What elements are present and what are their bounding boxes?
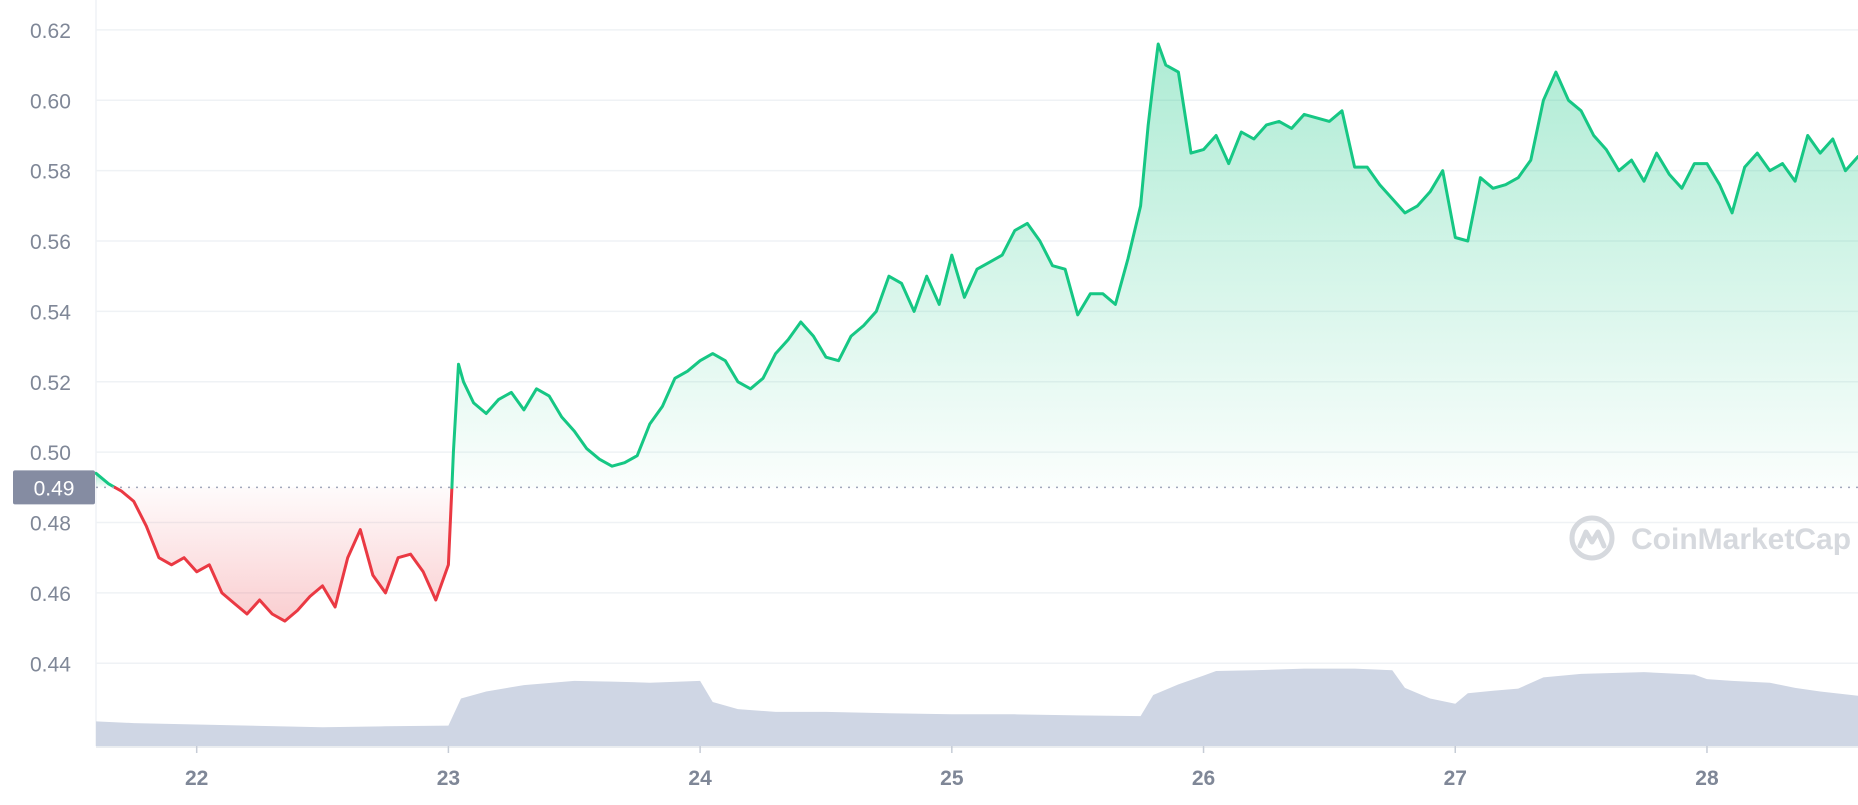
x-tick-label: 25 [940, 767, 964, 790]
price-line-up [94, 471, 117, 489]
baseline-badge-label: 0.49 [34, 477, 75, 500]
price-area-layer [96, 44, 1858, 622]
volume-area [96, 668, 1858, 746]
y-tick-label: 0.46 [30, 583, 71, 606]
y-tick-label: 0.48 [30, 513, 71, 536]
coinmarketcap-logo-icon [1569, 515, 1615, 561]
y-axis-ticks: 0.62 0.60 0.58 0.56 0.54 0.52 0.50 0.48 0.46 0.44 [30, 20, 71, 676]
y-tick-label: 0.60 [30, 90, 71, 113]
price-area-up [451, 44, 1858, 488]
y-tick-label: 0.44 [30, 653, 71, 676]
price-area-down [114, 487, 452, 622]
x-tick-label: 27 [1444, 767, 1467, 790]
price-line-down [113, 485, 454, 623]
y-tick-label: 0.62 [30, 20, 71, 43]
x-tick-label: 22 [185, 767, 208, 790]
x-tick-label: 23 [437, 767, 460, 790]
baseline-badge-bg [13, 470, 95, 505]
watermark-text: CoinMarketCap [1631, 523, 1851, 556]
price-line-layer [94, 42, 1858, 623]
y-tick-label: 0.50 [30, 442, 71, 465]
x-axis-ticks: 22 23 24 25 26 27 28 [185, 746, 1719, 790]
y-tick-label: 0.56 [30, 231, 71, 254]
baseline-badge: 0.49 [13, 470, 95, 505]
price-area-up [96, 473, 115, 488]
y-tick-label: 0.58 [30, 161, 71, 184]
x-tick-label: 28 [1695, 767, 1719, 790]
price-line-up [450, 42, 1858, 489]
y-tick-label: 0.54 [30, 301, 71, 324]
x-tick-label: 24 [688, 767, 712, 790]
y-tick-label: 0.52 [30, 372, 71, 395]
volume-layer [96, 668, 1858, 746]
x-tick-label: 26 [1192, 767, 1215, 790]
coinmarketcap-watermark: CoinMarketCap [1569, 515, 1851, 561]
